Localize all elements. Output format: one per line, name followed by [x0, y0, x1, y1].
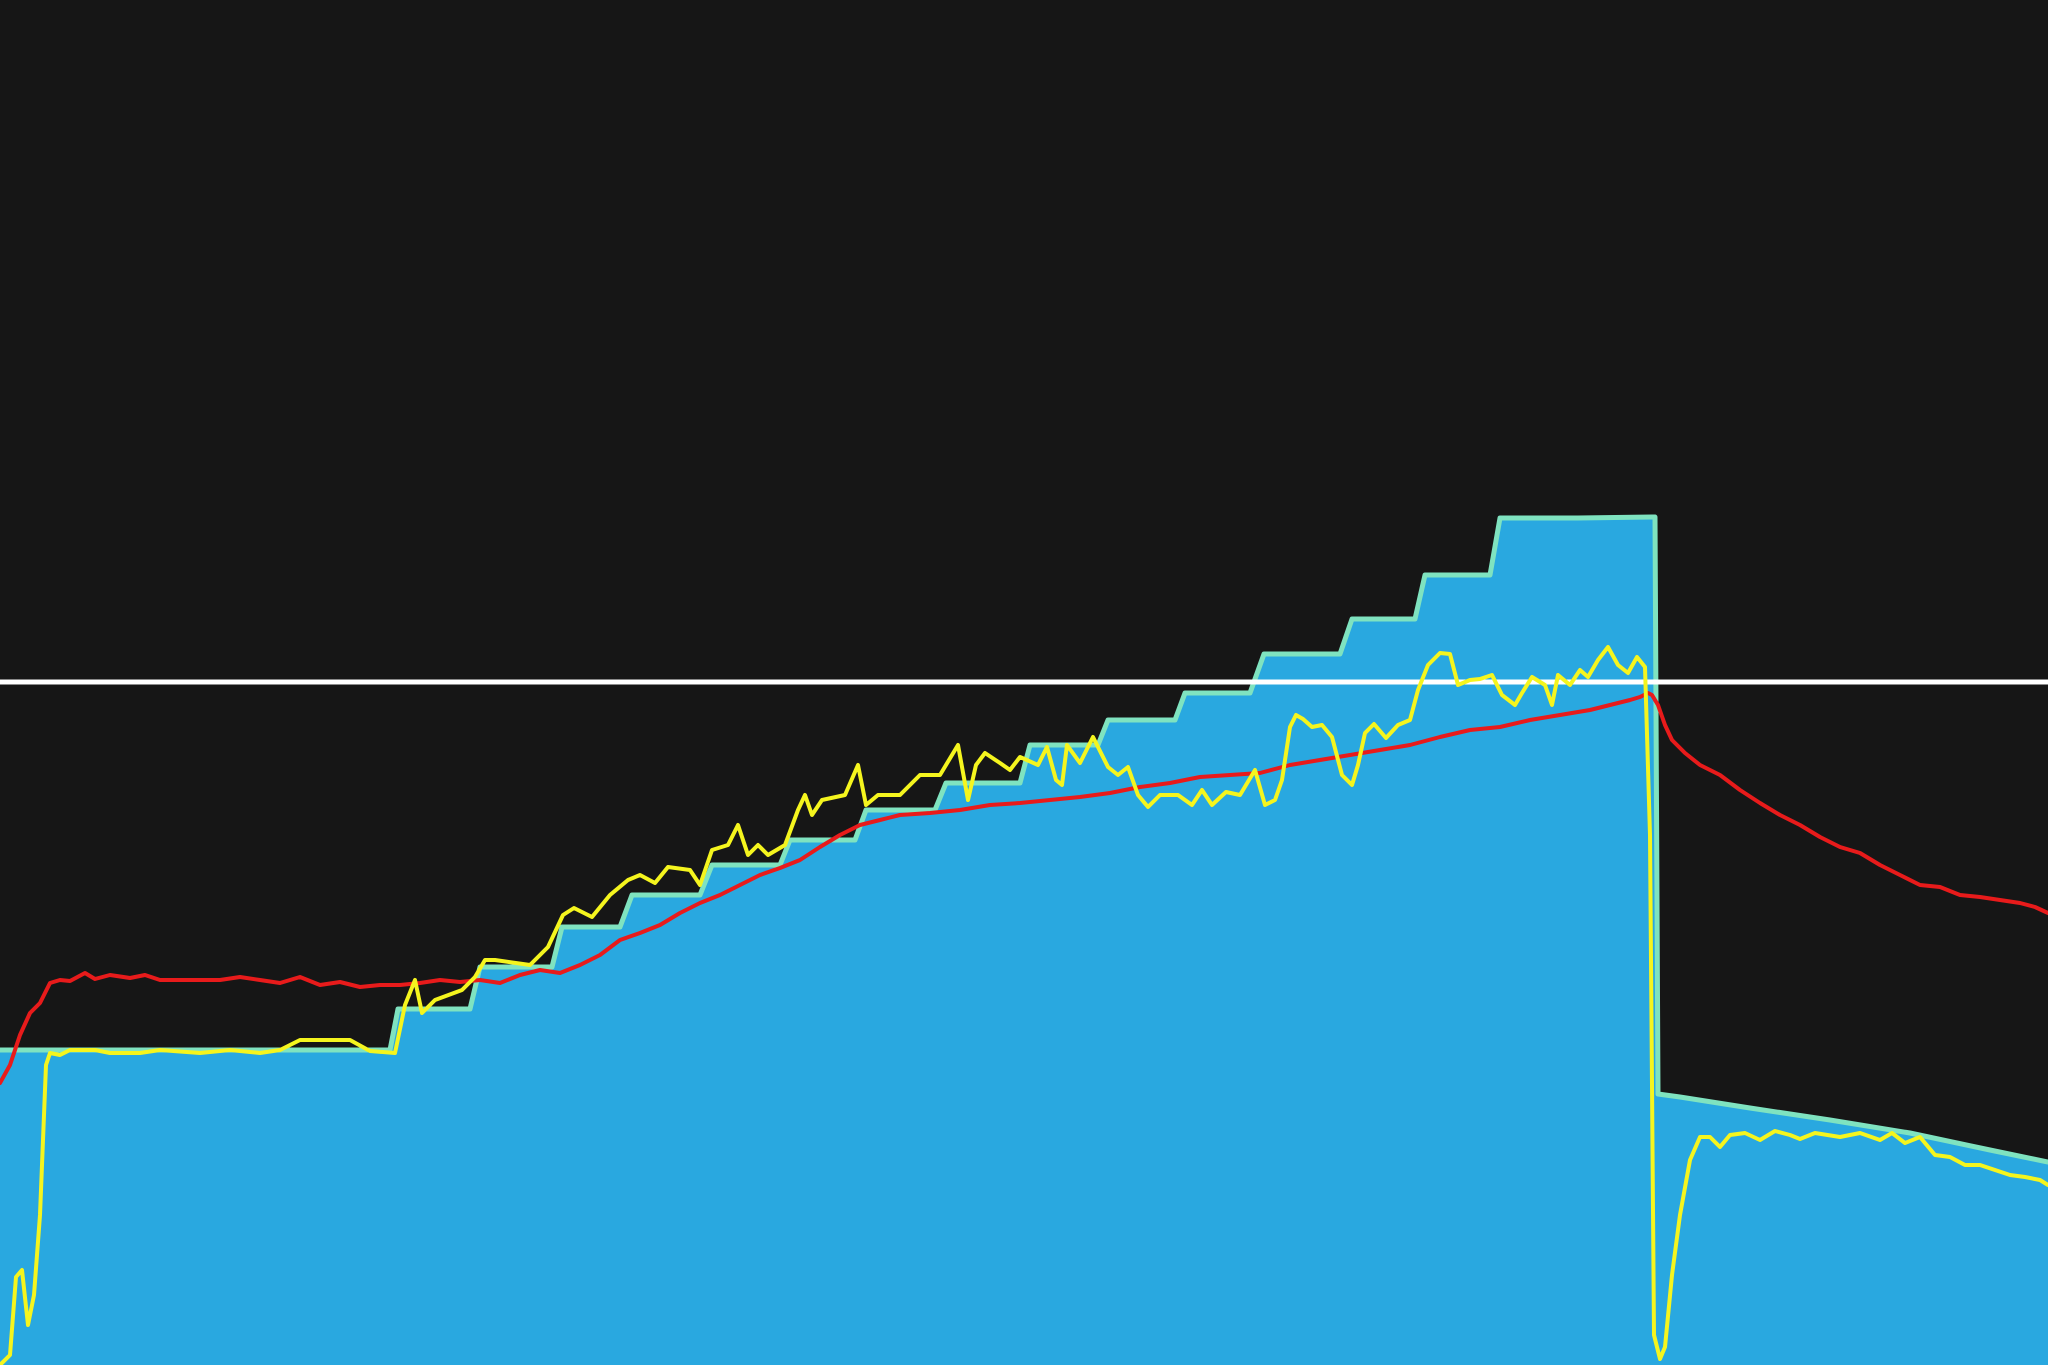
series-area-edge: [0, 514, 2048, 1165]
series-area-fill: [0, 517, 2048, 1365]
series-response-line: [0, 645, 2048, 1365]
series-average-line: [0, 691, 2048, 1085]
